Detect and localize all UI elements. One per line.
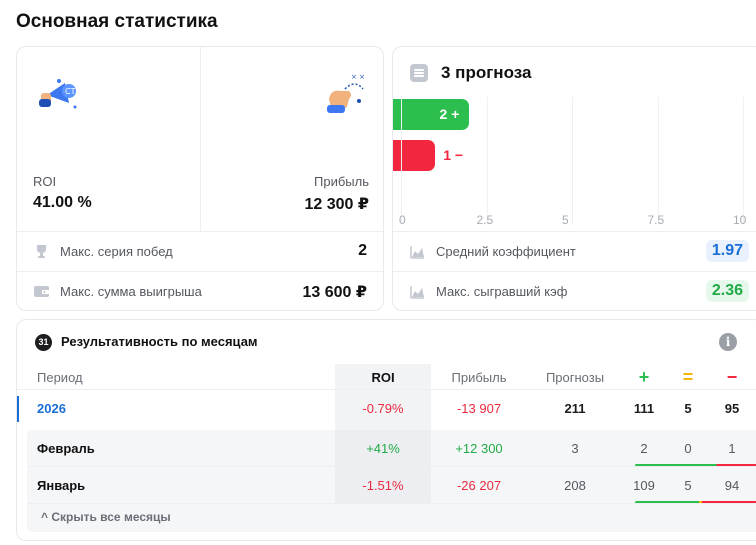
- monthly-performance-card: 31 Результативность по месяцам i Период …: [16, 319, 756, 541]
- row-profit: +12 300: [455, 441, 503, 456]
- row-profit: -26 207: [456, 478, 502, 493]
- win-loss-split-bar: [635, 464, 756, 467]
- roi-column-bg: [335, 364, 431, 430]
- axis-tick-label: 10: [733, 213, 747, 227]
- max-odds-label: Макс. сыгравший кэф: [436, 284, 568, 299]
- chart-area-icon: [410, 246, 424, 259]
- trophy-icon: [37, 245, 46, 258]
- calendar-icon: 31: [35, 334, 52, 351]
- profit-label: Прибыль: [314, 174, 369, 189]
- row-roi: +41%: [366, 441, 400, 456]
- row-win: 111: [633, 401, 655, 416]
- table-header: Период ROI Прибыль Прогнозы + = −: [17, 364, 756, 390]
- forecasts-card: 3 прогноза 2 + 1 − 0 2.5 5 7.5 10 Средний ко…: [392, 46, 756, 311]
- max-win-streak-value: 2: [358, 242, 367, 259]
- table-row[interactable]: Январь -1.51% -26 207 208 109 5 94: [17, 467, 756, 504]
- table-row[interactable]: Февраль +41% +12 300 3 2 0 1: [17, 430, 756, 467]
- losses-label: 1 −: [443, 147, 464, 163]
- grid-line: [572, 97, 573, 225]
- forecasts-chart: 2 + 1 − 0 2.5 5 7.5 10: [393, 97, 756, 232]
- max-win-amount-label: Макс. сумма выигрыша: [60, 284, 202, 299]
- row-forecasts: 208: [564, 478, 586, 493]
- avg-odds-row: Средний коэффициент 1.97: [393, 231, 756, 271]
- losses-bar: [393, 140, 436, 171]
- megaphone-icon: CT: [39, 79, 77, 109]
- roi-label: ROI: [33, 174, 57, 189]
- row-profit: -13 907: [456, 401, 502, 416]
- row-win: 2: [640, 441, 648, 456]
- row-roi: -1.51%: [362, 478, 404, 493]
- table-row[interactable]: 2026 -0.79% -13 907 211 111 5 95: [17, 390, 756, 427]
- page-title: Основная статистика: [16, 11, 218, 32]
- grid-line: [401, 97, 402, 225]
- grid-line: [657, 97, 659, 225]
- max-win-streak-label: Макс. серия побед: [60, 244, 173, 259]
- row-draw: 5: [684, 401, 692, 416]
- axis-tick-label: 5: [562, 213, 569, 227]
- wins-label: 2 +: [439, 106, 460, 122]
- row-loss: 94: [724, 478, 740, 493]
- col-roi: ROI: [371, 370, 395, 385]
- col-forecasts: Прогнозы: [545, 370, 605, 385]
- row-roi: -0.79%: [362, 401, 404, 416]
- profit-block: × × Прибыль 12 300 ₽: [201, 47, 385, 231]
- grid-line: [486, 97, 488, 225]
- monthly-title: Результативность по месяцам: [61, 334, 258, 349]
- wins-bar: 2 +: [393, 99, 470, 130]
- row-loss: 1: [728, 441, 736, 456]
- summary-card: CT ROI 41.00 % × × Прибыль 12 300 ₽ Макс…: [16, 46, 384, 311]
- list-icon: [410, 64, 428, 82]
- max-win-amount-value: 13 600 ₽: [302, 284, 367, 301]
- row-forecasts: 211: [564, 401, 586, 416]
- svg-text:CT: CT: [65, 87, 76, 96]
- col-loss: −: [726, 367, 738, 387]
- hand-pointing-icon: × ×: [327, 73, 365, 113]
- max-win-amount-row: Макс. сумма выигрыша 13 600 ₽: [17, 271, 383, 311]
- max-win-streak-row: Макс. серия побед 2: [17, 231, 383, 271]
- row-forecasts: 3: [571, 441, 579, 456]
- profit-value: 12 300 ₽: [304, 196, 369, 213]
- axis-tick-label: 7.5: [647, 213, 665, 227]
- row-draw: 5: [684, 478, 692, 493]
- roi-value: 41.00 %: [33, 194, 92, 211]
- info-icon[interactable]: i: [719, 333, 737, 351]
- axis-tick-label: 2.5: [476, 213, 494, 227]
- wallet-icon: [34, 286, 49, 297]
- col-period: Период: [37, 370, 83, 385]
- row-period[interactable]: 2026: [37, 401, 66, 416]
- row-period[interactable]: Январь: [37, 478, 86, 493]
- row-win: 109: [633, 478, 655, 493]
- max-odds-row: Макс. сыгравший кэф 2.36: [393, 271, 756, 311]
- row-period[interactable]: Февраль: [37, 441, 95, 456]
- chart-area-icon: [410, 286, 424, 299]
- active-indicator: [17, 396, 19, 422]
- col-draw: =: [682, 367, 694, 387]
- roi-block: CT ROI 41.00 %: [17, 47, 201, 231]
- avg-odds-value: 1.97: [705, 240, 749, 262]
- col-profit: Прибыль: [451, 370, 507, 385]
- axis-tick-label: 0: [399, 213, 406, 227]
- forecasts-title: 3 прогноза: [441, 63, 532, 82]
- max-odds-value: 2.36: [705, 280, 749, 302]
- hide-months-button[interactable]: ^ Скрыть все месяцы: [41, 510, 171, 524]
- svg-text:× ×: × ×: [351, 73, 365, 81]
- row-loss: 95: [724, 401, 740, 416]
- row-draw: 0: [684, 441, 692, 456]
- grid-line: [743, 97, 744, 225]
- win-loss-split-bar: [635, 501, 756, 504]
- col-win: +: [638, 367, 650, 387]
- avg-odds-label: Средний коэффициент: [436, 244, 576, 259]
